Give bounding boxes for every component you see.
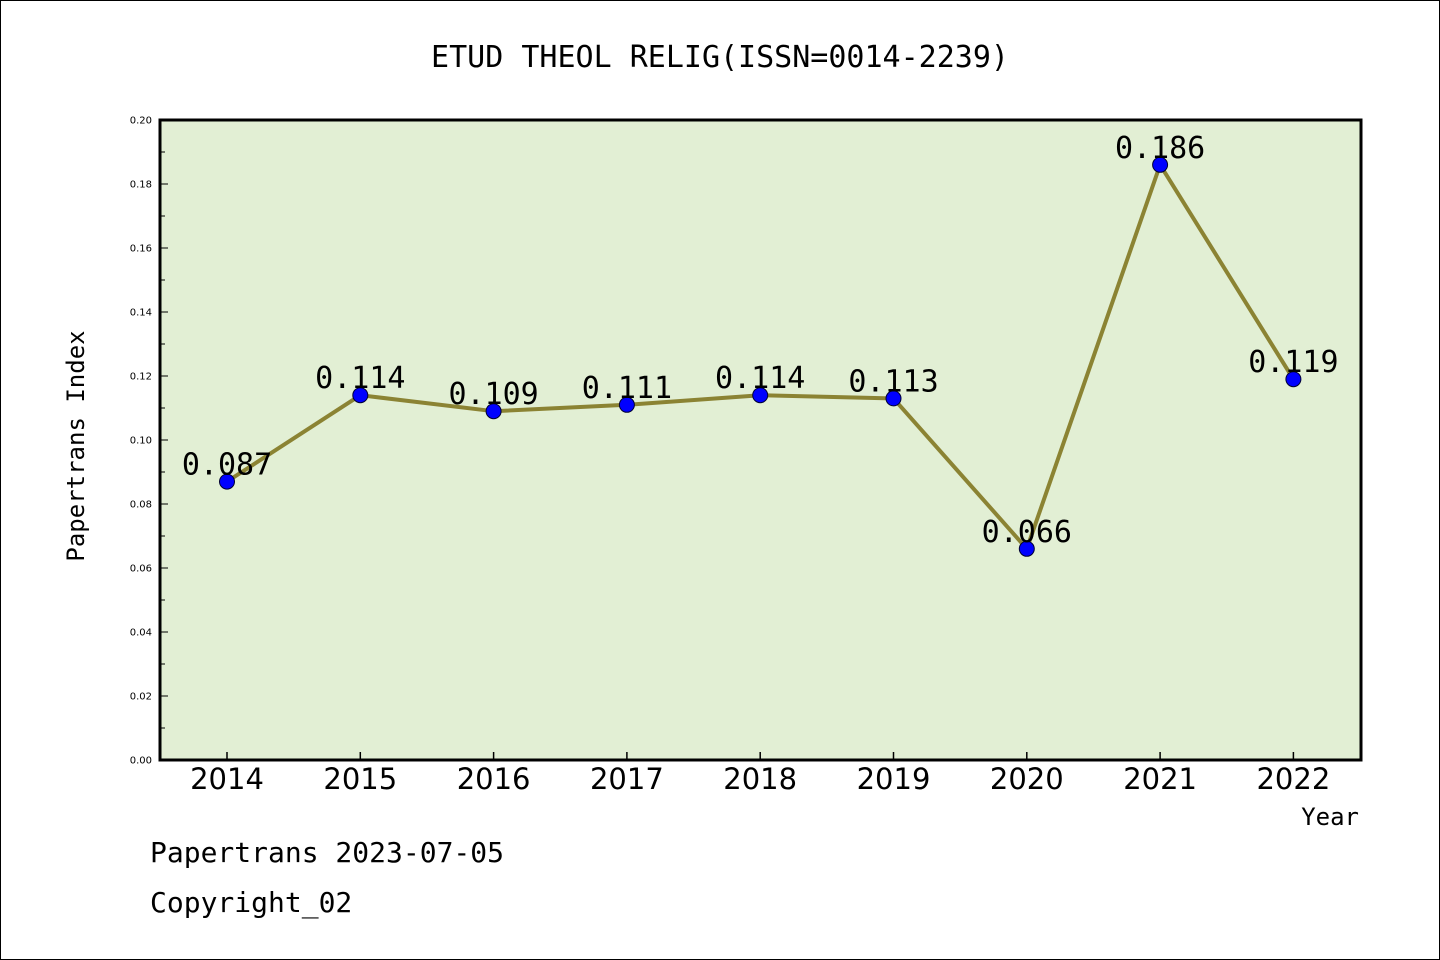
data-label: 0.114 (715, 361, 805, 396)
data-point-marker (885, 390, 902, 407)
x-tick-label: 2019 (857, 762, 931, 796)
data-point-marker (1152, 156, 1169, 173)
y-tick-label: 0.14 (130, 308, 152, 319)
y-tick-label: 0.20 (130, 116, 152, 127)
data-label: 0.066 (982, 515, 1072, 550)
y-tick-label: 0.18 (130, 180, 152, 191)
data-label: 0.186 (1115, 131, 1205, 166)
x-tick-label: 2015 (323, 762, 397, 796)
data-point-marker (1285, 371, 1302, 388)
y-axis-label: Papertrans Index (62, 330, 90, 561)
x-axis-ticks: 2014 2015 2016 2017 2018 2019 2020 2021 2022 (190, 752, 1330, 796)
data-label: 0.114 (315, 361, 405, 396)
x-tick-label: 2016 (457, 762, 531, 796)
footer-copyright: Copyright_02 (150, 886, 353, 919)
data-point-marker (752, 387, 769, 404)
series-group: 0.087 0.114 0.109 0.111 0.114 0.113 0.066 0.186… (182, 131, 1339, 557)
data-point-marker (219, 473, 235, 490)
y-tick-label: 0.00 (130, 756, 152, 767)
y-tick-label: 0.02 (130, 692, 152, 703)
footer-date: Papertrans 2023-07-05 (150, 836, 505, 869)
data-label: 0.113 (848, 364, 938, 399)
data-point-marker (485, 403, 502, 420)
data-point-marker (1018, 540, 1035, 557)
x-tick-label: 2022 (1256, 762, 1330, 796)
data-point-marker (352, 387, 369, 404)
x-tick-label: 2017 (590, 762, 664, 796)
x-axis-label: Year (1301, 803, 1359, 831)
data-label: 0.109 (448, 377, 538, 412)
data-label: 0.119 (1248, 345, 1338, 380)
y-tick-label: 0.16 (130, 244, 152, 255)
data-point-marker (618, 396, 635, 413)
data-label: 0.111 (582, 371, 672, 406)
x-tick-label: 2020 (990, 762, 1064, 796)
x-tick-label: 2021 (1123, 762, 1197, 796)
y-tick-label: 0.08 (130, 500, 152, 511)
y-tick-label: 0.06 (130, 564, 152, 575)
plot-area (158, 118, 1363, 762)
chart-title: ETUD THEOL RELIG(ISSN=0014-2239) (431, 40, 1009, 75)
y-tick-label: 0.04 (130, 628, 152, 639)
y-tick-label: 0.10 (130, 436, 152, 447)
y-axis-ticks: 0.00 0.02 0.04 0.06 0.08 0.10 0.12 0.14 0.16 0.18… (130, 116, 168, 767)
y-tick-label: 0.12 (130, 372, 152, 383)
x-tick-label: 2014 (190, 762, 264, 796)
x-tick-label: 2018 (723, 762, 797, 796)
data-label: 0.087 (182, 448, 272, 483)
